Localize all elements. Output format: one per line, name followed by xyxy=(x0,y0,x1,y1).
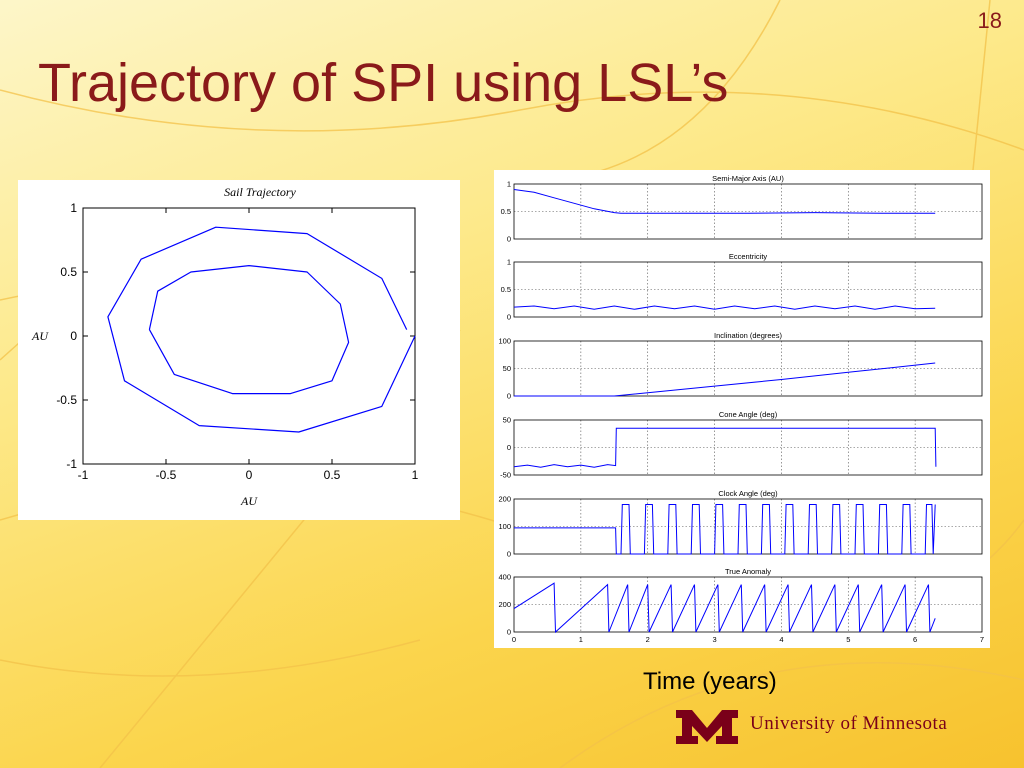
y-tick-label: 50 xyxy=(503,364,511,373)
y-tick-label: -0.5 xyxy=(56,393,77,407)
y-tick-label: 400 xyxy=(498,573,511,582)
subplot-title: Semi-Major Axis (AU) xyxy=(712,174,784,183)
x-tick-label: -0.5 xyxy=(156,468,177,482)
university-logo: University of Minnesota xyxy=(674,706,1004,748)
logo-text: University of Minnesota xyxy=(750,713,948,734)
orbital-elements-charts: Semi-Major Axis (AU) 1 0.5 0 Eccentricity 1 0.… xyxy=(498,174,984,644)
subplot-1: Semi-Major Axis (AU) 1 0.5 0 xyxy=(501,174,983,244)
subplot-title: Eccentricity xyxy=(729,252,768,261)
subplot-frame xyxy=(513,261,983,318)
subplot-frame xyxy=(513,419,983,476)
orbital-elements-panel: Semi-Major Axis (AU) 1 0.5 0 Eccentricity 1 0.… xyxy=(494,170,990,648)
y-tick-label: 0 xyxy=(70,329,77,343)
slide-title: Trajectory of SPI using LSL’s xyxy=(38,53,729,113)
series-line xyxy=(513,189,936,214)
y-tick-label: 0 xyxy=(507,628,511,637)
subplot-title: Clock Angle (deg) xyxy=(718,489,778,498)
y-tick-label: 100 xyxy=(498,337,511,346)
x-tick-label: 5 xyxy=(846,635,850,644)
x-tick-label: 3 xyxy=(712,635,716,644)
subplot-title: Inclination (degrees) xyxy=(714,331,782,340)
x-tick-label: 0.5 xyxy=(324,468,341,482)
subplot-title: Cone Angle (deg) xyxy=(719,410,778,419)
m-logo-icon xyxy=(676,710,738,744)
y-tick-label: 200 xyxy=(498,495,511,504)
x-tick-label: 6 xyxy=(913,635,917,644)
series-line xyxy=(514,504,936,555)
y-tick-label: -1 xyxy=(66,457,77,471)
x-tick-label: 2 xyxy=(646,635,650,644)
y-tick-label: 1 xyxy=(507,258,511,267)
y-tick-label: 0.5 xyxy=(60,265,77,279)
x-tick-label: -1 xyxy=(78,468,89,482)
x-tick-label: 0 xyxy=(512,635,516,644)
subplot-3: Inclination (degrees) 100 50 0 xyxy=(498,331,983,401)
sail-trajectory-chart: Sail Trajectory 10.50-0.5-1 -1 -0.5 0 0.5 1 … xyxy=(31,185,419,508)
y-tick-label: 100 xyxy=(498,522,511,531)
subplot-frame xyxy=(513,576,983,633)
y-tick-label: 1 xyxy=(70,201,77,215)
sail-trajectory-panel: Sail Trajectory 1 0.5 0 -0.5 -1 -1 -0.5 0 0.5 1 … xyxy=(18,180,460,520)
y-tick-label: 50 xyxy=(503,416,511,425)
y-tick-label: 0.5 xyxy=(501,207,511,216)
y-tick-label: 0 xyxy=(507,550,511,559)
y-tick-label: -50 xyxy=(500,471,511,480)
y-tick-label: 0 xyxy=(507,443,511,452)
subplot-4: Cone Angle (deg) 50 0 -50 xyxy=(500,410,983,480)
subplot-5: Clock Angle (deg) 200 100 0 xyxy=(498,489,983,559)
y-tick-label: 1 xyxy=(507,180,511,189)
trajectory-line xyxy=(148,264,350,395)
subplot-title: True Anomaly xyxy=(725,567,771,576)
chart-title: Sail Trajectory xyxy=(224,185,296,199)
plot-frame xyxy=(82,207,416,465)
y-tick-label: 0 xyxy=(507,235,511,244)
series-line xyxy=(513,427,937,468)
x-axis-label: AU xyxy=(240,494,258,508)
y-tick-label: 200 xyxy=(498,600,511,609)
series-line xyxy=(513,582,936,634)
x-tick-label: 4 xyxy=(779,635,783,644)
subplot-6: True Anomaly 400 200 00 1 2 3 4 5 6 7 xyxy=(498,567,984,644)
slide-number: 18 xyxy=(977,8,1002,33)
trajectory-line xyxy=(107,226,416,433)
series-line xyxy=(514,362,936,397)
x-tick-label: 7 xyxy=(980,635,984,644)
subplot-frame xyxy=(513,340,983,397)
subplot-frame xyxy=(513,183,983,240)
x-axis-caption: Time (years) xyxy=(643,668,777,695)
x-tick-label: 1 xyxy=(412,468,419,482)
series-line xyxy=(513,305,936,310)
x-tick-label: 0 xyxy=(246,468,253,482)
y-tick-label: 0 xyxy=(507,313,511,322)
y-tick-label: 0 xyxy=(507,392,511,401)
y-axis-label: AU xyxy=(31,329,49,343)
subplot-2: Eccentricity 1 0.5 0 xyxy=(501,252,983,322)
x-tick-label: 1 xyxy=(579,635,583,644)
y-tick-label: 0.5 xyxy=(501,285,511,294)
